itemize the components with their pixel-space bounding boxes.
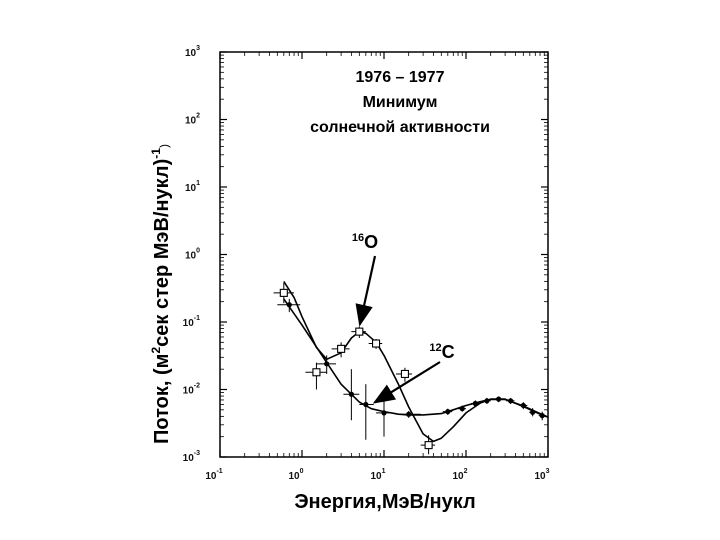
isotope-annotations: 16O 12C — [352, 232, 455, 404]
y-tick-label: 10-3 — [183, 450, 200, 464]
filled-circle-marker — [520, 402, 526, 409]
x-tick-label: 103 — [534, 468, 549, 482]
y-tick-label: 100 — [185, 248, 200, 262]
point-12C — [398, 411, 421, 418]
isotope-label-12C: 12C — [429, 342, 454, 362]
open-square-marker — [400, 369, 409, 378]
filled-circle-marker — [459, 406, 465, 412]
title-line-2: Минимум — [363, 94, 438, 111]
point-16O — [368, 338, 383, 349]
y-tick-label: 10-1 — [183, 315, 200, 329]
x-axis-label: Энергия,МэВ/нукл — [294, 491, 475, 513]
isotope-arrow-12C — [372, 361, 441, 404]
y-axis-label: Поток, (м2сек стер МэВ/нукл)-1) — [149, 144, 173, 444]
point-12C — [343, 369, 360, 421]
filled-circle-marker — [286, 302, 292, 308]
open-square-marker — [279, 288, 288, 297]
point-16O — [305, 362, 327, 390]
filled-circle-marker — [484, 398, 490, 404]
isotope-arrow-16O — [355, 255, 377, 327]
axis-ticks: 10-1 100 101 102 103 10-3 10-2 10-1 100 101 102 103 — [183, 45, 550, 482]
point-12C — [529, 408, 537, 417]
point-12C — [359, 384, 374, 440]
filled-circle-marker — [406, 411, 412, 417]
filled-circle-marker — [539, 413, 545, 419]
data-points — [273, 282, 546, 455]
point-12C — [316, 355, 337, 374]
y-tick-label: 102 — [185, 113, 200, 127]
filled-circle-marker — [363, 401, 369, 408]
point-12C — [442, 408, 453, 415]
chart-title: 1976 – 1977 Минимум солнечной активности — [310, 69, 490, 136]
fit-curves — [283, 280, 549, 443]
x-tick-label: 100 — [288, 468, 303, 482]
title-line-1: 1976 – 1977 — [356, 69, 445, 86]
x-tick-label: 102 — [452, 468, 467, 482]
filled-circle-marker — [496, 396, 502, 402]
curve-12C — [283, 298, 549, 418]
point-12C — [277, 298, 301, 313]
point-12C — [506, 397, 515, 404]
y-tick-label: 103 — [185, 45, 200, 59]
point-12C — [519, 402, 528, 410]
y-axis-label-pre: Поток, (м — [151, 354, 173, 444]
filled-circle-marker — [530, 409, 536, 415]
point-16O — [395, 367, 413, 382]
isotope-label-16O: 16O — [352, 232, 378, 252]
point-12C — [538, 411, 546, 421]
filled-circle-marker — [508, 398, 514, 404]
y-tick-label: 10-2 — [183, 383, 200, 397]
point-16O — [273, 282, 295, 304]
filled-circle-marker — [445, 409, 451, 415]
open-square-marker — [312, 368, 321, 377]
filled-circle-marker — [472, 400, 478, 407]
y-axis-label-post: ) — [157, 144, 171, 148]
title-line-3: солнечной активности — [310, 119, 490, 136]
filled-circle-marker — [348, 391, 354, 397]
y-axis-label-sup2: -1 — [149, 148, 163, 159]
point-16O — [420, 435, 436, 455]
x-tick-label: 101 — [370, 468, 385, 482]
x-tick-label: 10-1 — [205, 468, 222, 482]
open-square-marker — [372, 339, 381, 348]
point-12C — [470, 400, 480, 408]
filled-circle-marker — [381, 410, 387, 416]
point-12C — [376, 399, 392, 437]
point-16O — [351, 326, 366, 338]
open-square-marker — [337, 344, 346, 353]
open-square-marker — [355, 327, 364, 336]
y-axis-label-sup1: 2 — [149, 347, 163, 354]
point-12C — [482, 397, 491, 404]
open-square-marker — [424, 441, 433, 450]
filled-circle-marker — [324, 361, 330, 367]
point-12C — [458, 405, 466, 412]
point-16O — [331, 342, 350, 358]
y-tick-label: 101 — [185, 180, 200, 194]
point-12C — [494, 396, 503, 403]
y-axis-label-mid: сек стер МэВ/нукл) — [151, 159, 173, 347]
